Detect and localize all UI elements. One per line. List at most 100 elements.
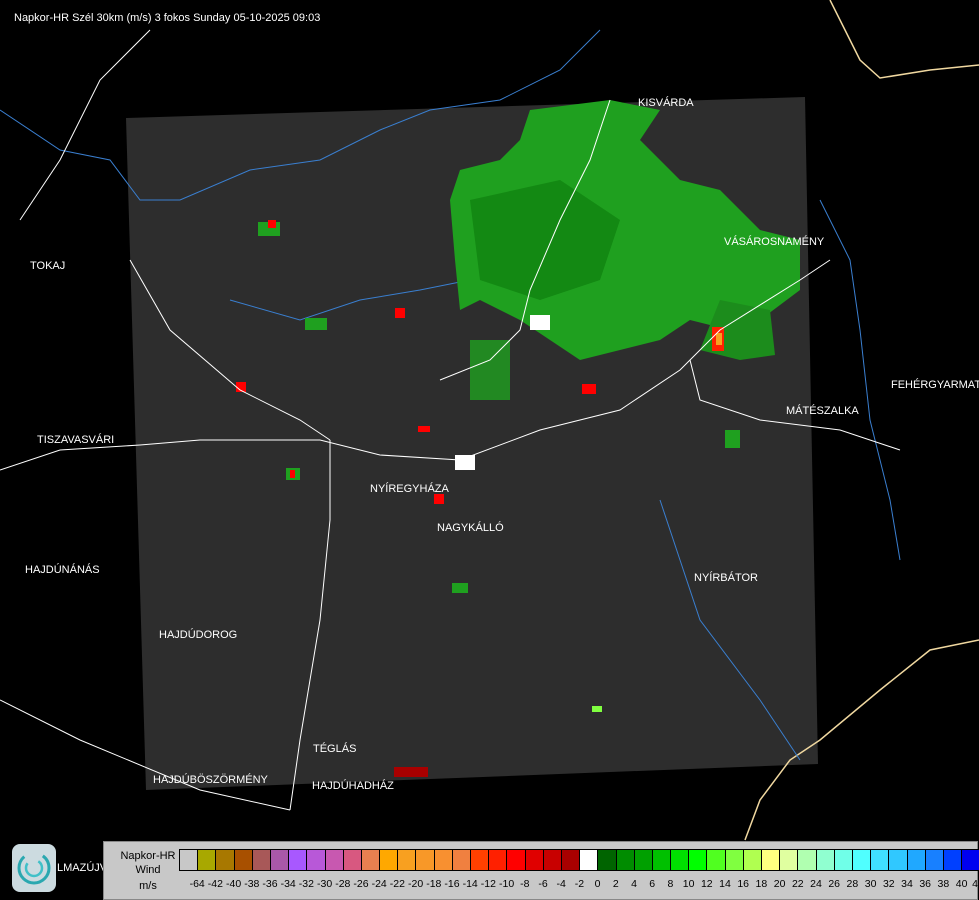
- legend-unit: m/s: [139, 880, 157, 892]
- legend-tick-label: -14: [462, 878, 478, 890]
- legend-tick-label: 24: [810, 878, 822, 890]
- legend-swatch: [634, 850, 653, 870]
- city-label: FEHÉRGYARMAT: [891, 379, 979, 391]
- legend-tick-label: 2: [612, 878, 619, 890]
- legend-tick-label: -10: [499, 878, 515, 890]
- city-label: KISVÁRDA: [638, 97, 694, 109]
- legend-tick-label: 30: [864, 878, 877, 890]
- legend-swatch: [325, 850, 344, 870]
- legend-tick-label: 6: [649, 878, 656, 890]
- legend-swatch: [543, 850, 562, 870]
- legend-swatch: [216, 850, 235, 870]
- legend-tick-label: 16: [737, 878, 750, 890]
- legend-tick-label: 8: [667, 878, 674, 890]
- legend-swatch: [852, 850, 872, 870]
- legend-swatch: [962, 850, 979, 870]
- city-label: TOKAJ: [30, 260, 66, 272]
- legend-tick-label: 38: [937, 878, 950, 890]
- legend-swatch: [689, 850, 708, 870]
- legend-swatch: [434, 850, 453, 870]
- legend-tick-label: -16: [444, 878, 460, 890]
- legend-tick-label: 10: [682, 878, 695, 890]
- legend-tick-label: -6: [538, 878, 548, 890]
- legend-swatch: [289, 850, 308, 870]
- legend-tick-label: 18: [755, 878, 768, 890]
- city-label: NYÍRBÁTOR: [694, 572, 758, 584]
- legend-swatch: [507, 850, 526, 870]
- legend-tick-label: -40: [226, 878, 242, 890]
- legend-swatch: [489, 850, 508, 870]
- legend-swatch: [652, 850, 672, 870]
- legend-swatches: [179, 849, 979, 871]
- legend-swatch: [343, 850, 362, 870]
- legend-tick-label: 42: [972, 878, 979, 890]
- map-title: Napkor-HR Szél 30km (m/s) 3 fokos Sunday…: [14, 12, 321, 24]
- legend-swatch: [925, 850, 944, 870]
- city-label: TÉGLÁS: [313, 743, 357, 755]
- legend-swatch: [252, 850, 271, 870]
- legend-tick-label: -32: [298, 878, 314, 890]
- legend-swatch: [452, 850, 471, 870]
- legend-swatch: [307, 850, 326, 870]
- rivers: [0, 29, 901, 761]
- legend-tick-label: -24: [371, 878, 387, 890]
- legend-swatch: [834, 850, 853, 870]
- legend-swatch: [816, 850, 835, 870]
- legend-swatch: [580, 850, 599, 870]
- legend-tick-label: -18: [426, 878, 442, 890]
- legend-ticks: -64 -42 -40 -38 -36 -34 -32 -30 -28 -26 -24 -22 -20-…: [179, 878, 979, 892]
- legend-swatch: [762, 850, 781, 870]
- legend-tick-label: 26: [828, 878, 841, 890]
- city-label: MÁTÉSZALKA: [786, 405, 859, 417]
- legend-swatch: [180, 850, 199, 870]
- city-label: HAJDÚHADHÁZ: [312, 780, 394, 792]
- legend-swatch: [798, 850, 817, 870]
- legend-tick-label: -20: [408, 878, 424, 890]
- legend-tick-label: -12: [480, 878, 496, 890]
- legend-swatch: [671, 850, 690, 870]
- legend-swatch: [598, 850, 617, 870]
- swirl-logo-icon: [17, 851, 51, 885]
- legend-variable: Wind: [135, 864, 161, 876]
- city-label: HAJDÚDOROG: [159, 629, 238, 641]
- legend-swatch: [234, 850, 253, 870]
- city-label: TISZAVASVÁRI: [37, 434, 115, 446]
- city-label: NAGYKÁLLÓ: [437, 522, 504, 534]
- legend-swatch: [871, 850, 890, 870]
- legend-tick-label: 28: [846, 878, 859, 890]
- legend-tick-label: 14: [719, 878, 731, 890]
- legend-tick-label: -30: [317, 878, 333, 890]
- legend-swatch: [780, 850, 799, 870]
- legend-tick-label: 20: [773, 878, 786, 890]
- city-label: VÁSÁROSNAMÉNY: [724, 236, 825, 248]
- legend-tick-label: 40: [955, 878, 968, 890]
- legend-swatch: [416, 850, 435, 870]
- legend-tick-label: -38: [244, 878, 260, 890]
- legend-tick-label: -2: [574, 878, 585, 890]
- radar-echoes-mixed: [236, 220, 724, 777]
- city-label: NYÍREGYHÁZA: [370, 483, 449, 495]
- legend-swatch: [907, 850, 926, 870]
- legend-tick-label: 34: [901, 878, 913, 890]
- city-label: HAJDÚBÖSZÖRMÉNY: [153, 774, 268, 786]
- legend-tick-label: -28: [335, 878, 351, 890]
- legend-swatch: [561, 850, 581, 870]
- legend-tick-label: 22: [791, 878, 804, 890]
- legend-swatch: [616, 850, 635, 870]
- legend-tick-label: -26: [353, 878, 369, 890]
- legend-swatch: [198, 850, 217, 870]
- legend-swatch: [471, 850, 490, 870]
- legend-swatch: [380, 850, 399, 870]
- roads: [0, 29, 901, 811]
- legend-swatch: [943, 850, 963, 870]
- legend-tick-label: -4: [556, 878, 566, 890]
- legend-swatch: [398, 850, 417, 870]
- legend-tick-label: 36: [919, 878, 932, 890]
- country-border: [744, 0, 979, 841]
- napkor-logo: [12, 844, 56, 892]
- legend-swatch: [361, 850, 381, 870]
- legend-tick-label: 12: [700, 878, 713, 890]
- legend-tick-label: -64: [189, 878, 205, 890]
- legend-tick-label: -22: [389, 878, 405, 890]
